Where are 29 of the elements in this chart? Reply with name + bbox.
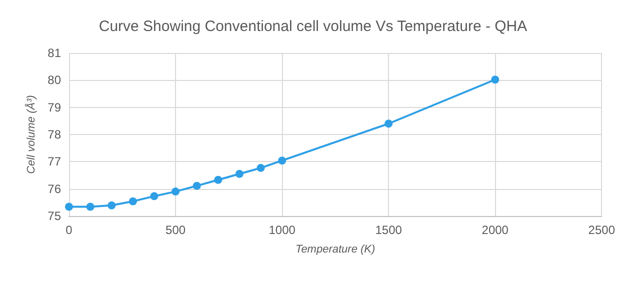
y-tick-label: 81 [48,46,62,60]
y-tick-label: 80 [48,73,62,88]
y-tick-label: 76 [48,182,62,196]
point [65,202,73,211]
x-tick-label: 1000 [268,223,296,237]
point [86,202,94,211]
x-tick-label: 500 [166,223,186,237]
point [384,120,393,128]
point [192,182,201,190]
y-tick-label: 79 [48,100,62,114]
point [491,76,500,84]
y-axis-title: Cell volume (Å³) [24,94,38,174]
x-tick-label: 1500 [375,223,402,237]
point [235,170,244,178]
chart-title: Curve Showing Conventional cell volume Vs Temperature - QHA [98,18,528,35]
point [128,197,137,206]
point [150,192,158,200]
point [108,201,116,210]
point [172,188,180,196]
y-tick-label: 75 [48,209,62,223]
x-tick-label: 2000 [482,223,509,237]
x-axis-title: Temperature (K) [295,244,376,256]
y-tick-label: 77 [48,154,62,169]
y-tick-label: 78 [48,128,62,142]
point [278,156,286,165]
x-tick-label: 0 [66,223,73,237]
x-tick-label: 2500 [588,223,616,237]
point [256,164,265,172]
point [214,176,222,184]
